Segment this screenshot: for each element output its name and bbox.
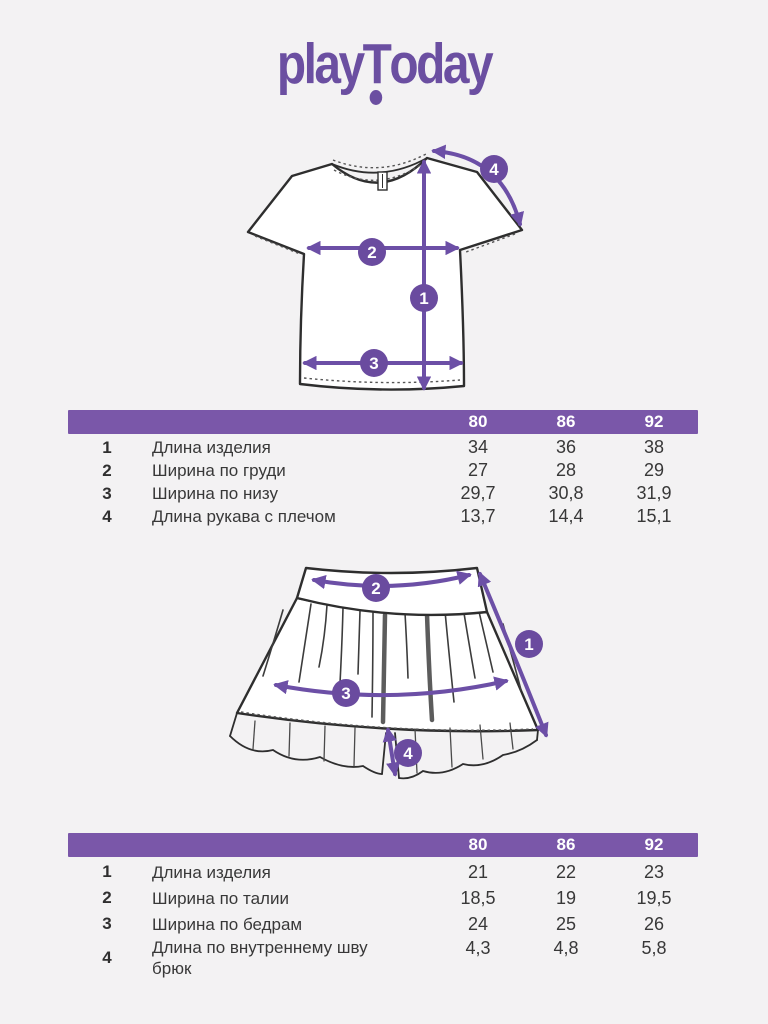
- tshirt-drawing: [246, 153, 524, 391]
- row-value: 29,7: [460, 483, 496, 503]
- badge-2-label: 2: [367, 243, 376, 262]
- badge-2: [362, 574, 390, 602]
- row-value: 5,8: [641, 938, 667, 958]
- row-num: 4: [102, 948, 112, 967]
- badge-4: [394, 739, 422, 767]
- row-value: 30,8: [548, 483, 584, 503]
- table-row: 1 Длина изделия 21 22 23: [68, 859, 698, 885]
- table-row: 4 Длина рукава с плечом 13,7 14,4 15,1: [68, 505, 698, 528]
- row-label: Ширина по бедрам: [152, 914, 303, 934]
- row-value: 29: [643, 460, 665, 480]
- badge-1: [410, 284, 438, 312]
- row-num: 3: [102, 483, 112, 503]
- size-col-92: 92: [644, 412, 664, 431]
- tshirt-measurement-diagram: 1 2 3 4: [246, 144, 525, 391]
- badge-3: [360, 349, 388, 377]
- table-row: 2 Ширина по талии 18,5 19 19,5: [68, 885, 698, 911]
- row-label: Длина по внутреннему шву брюк: [152, 938, 368, 978]
- row-value: 18,5: [460, 887, 496, 908]
- row-num: 2: [102, 888, 112, 907]
- tshirt-table-header: 80 86 92: [68, 410, 698, 434]
- brand-logo: playT oday: [61, 32, 706, 105]
- logo-text-oday: oday: [389, 32, 493, 96]
- badge-1-label: 1: [524, 635, 533, 654]
- row-num: 3: [102, 914, 112, 933]
- tshirt-measure-badges: 1 2 3 4: [358, 155, 508, 377]
- row-value: 15,1: [636, 506, 672, 526]
- logo-text-play: play: [276, 32, 365, 96]
- badge-3: [332, 679, 360, 707]
- row-value: 34: [467, 437, 489, 457]
- badge-2: [358, 238, 386, 266]
- badge-2-label: 2: [371, 579, 380, 598]
- row-value: 21: [467, 861, 489, 882]
- size-col-80: 80: [468, 835, 488, 854]
- shorts-measure-badges: 2 1 3 4: [332, 574, 543, 767]
- table-row: 3 Ширина по низу 29,7 30,8 31,9: [68, 482, 698, 505]
- logo-letter-t: T: [363, 34, 392, 105]
- row-value: 4,3: [465, 938, 491, 958]
- row-label: Длина изделия: [152, 438, 271, 457]
- row-label: Ширина по низу: [152, 484, 278, 503]
- row-value: 24: [467, 913, 489, 934]
- table-row: 2 Ширина по груди 27 28 29: [68, 459, 698, 482]
- shorts-table-header: 80 86 92: [68, 833, 698, 857]
- table-row: 3 Ширина по бедрам 24 25 26: [68, 911, 698, 937]
- row-value: 36: [555, 437, 577, 457]
- badge-3-label: 3: [369, 354, 378, 373]
- row-num: 1: [102, 437, 112, 457]
- row-value: 25: [555, 913, 577, 934]
- row-value: 27: [467, 460, 489, 480]
- row-num: 2: [102, 460, 112, 480]
- badge-4-label: 4: [403, 744, 413, 763]
- row-num: 4: [102, 506, 112, 526]
- row-value: 23: [643, 861, 665, 882]
- row-label: Длина рукава с плечом: [152, 507, 336, 526]
- row-value: 19: [555, 887, 577, 908]
- row-num: 1: [102, 862, 112, 881]
- table-row: 4 Длина по внутреннему шву брюк 4,3 4,8 …: [68, 937, 698, 979]
- badge-1: [515, 630, 543, 658]
- logo-dot-icon: [369, 90, 382, 105]
- measure-arrow-3: [273, 676, 509, 698]
- row-value: 14,4: [548, 506, 584, 526]
- badge-1-label: 1: [419, 289, 428, 308]
- measure-arrow-4: [382, 727, 401, 777]
- row-value: 28: [555, 460, 577, 480]
- badge-4: [480, 155, 508, 183]
- shorts-measurement-diagram: 2 1 3 4: [229, 566, 549, 780]
- measure-arrow-2: [311, 570, 472, 590]
- row-label: Длина изделия: [152, 862, 271, 882]
- badge-4-label: 4: [489, 160, 499, 179]
- table-row: 1 Длина изделия 34 36 38: [68, 436, 698, 459]
- size-col-92: 92: [644, 835, 664, 854]
- row-value: 22: [555, 861, 577, 882]
- row-value: 13,7: [460, 506, 496, 526]
- badge-3-label: 3: [341, 684, 350, 703]
- shorts-measure-arrows: [273, 570, 549, 777]
- row-value: 19,5: [636, 887, 672, 908]
- row-value: 31,9: [636, 483, 672, 503]
- shorts-size-table: 80 86 92 1 Длина изделия 21 22 23 2 Шири…: [68, 833, 698, 979]
- row-value: 4,8: [553, 938, 579, 958]
- measure-arrow-1: [477, 571, 549, 738]
- row-label: Ширина по талии: [152, 888, 289, 908]
- size-col-80: 80: [468, 412, 488, 431]
- tshirt-size-table: 80 86 92 1 Длина изделия 34 36 38 2 Шири…: [68, 410, 698, 528]
- row-value: 38: [643, 437, 665, 457]
- size-col-86: 86: [556, 835, 576, 854]
- row-value: 26: [643, 913, 665, 934]
- row-label: Ширина по груди: [152, 461, 286, 480]
- size-col-86: 86: [556, 412, 576, 431]
